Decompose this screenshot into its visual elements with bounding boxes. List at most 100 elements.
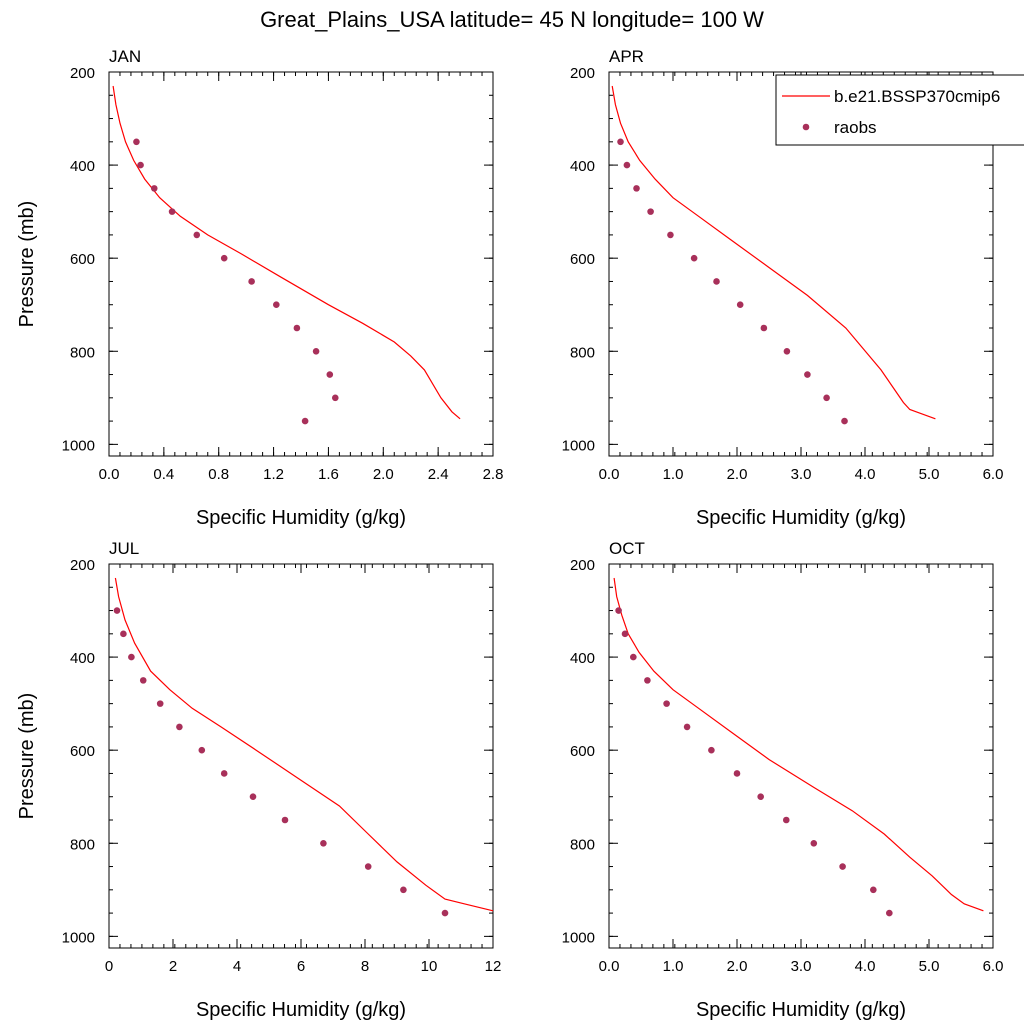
raobs-point (647, 208, 654, 215)
raobs-point (168, 208, 176, 215)
y-tick-label: 400 (70, 158, 95, 175)
raobs-point (633, 185, 640, 192)
x-tick-label: 12 (485, 958, 502, 975)
x-tick-label: 1.0 (663, 466, 684, 483)
x-tick-label: 0.0 (99, 466, 120, 483)
y-tick-label: 400 (570, 158, 595, 175)
raobs-point (364, 863, 372, 870)
raobs-point (804, 371, 811, 378)
x-axis-label: Specific Humidity (g/kg) (696, 507, 906, 529)
raobs-point (220, 254, 228, 262)
x-tick-label: 3.0 (791, 958, 812, 975)
plot-frame (108, 71, 494, 457)
raobs-point (757, 793, 764, 801)
raobs-point (810, 839, 818, 847)
y-tick-label: 1000 (562, 437, 595, 454)
y-axis-label: Pressure (mb) (16, 693, 38, 820)
raobs-point (441, 909, 449, 917)
y-tick-label: 800 (70, 836, 95, 853)
x-axis-label: Specific Humidity (g/kg) (696, 999, 906, 1021)
y-tick-label: 600 (70, 743, 95, 760)
raobs-point (783, 347, 791, 355)
plot-frame (108, 563, 494, 949)
panel-title: OCT (609, 539, 645, 558)
y-tick-label: 800 (570, 836, 595, 853)
raobs-point (400, 886, 407, 894)
model-line (613, 577, 984, 912)
legend-model-label: b.e21.BSSP370cmip6 (834, 87, 1000, 106)
y-tick-label: 600 (570, 743, 595, 760)
raobs-point (782, 816, 790, 824)
raobs-point (623, 161, 631, 169)
raobs-point (198, 746, 206, 754)
x-tick-label: 0 (105, 958, 113, 975)
x-tick-label: 1.2 (263, 466, 284, 483)
x-tick-label: 6.0 (983, 958, 1004, 975)
y-tick-label: 200 (570, 65, 595, 82)
raobs-point (248, 278, 255, 285)
panels: JAN 0.0 0.4 0.8 1.2 1.6 2.0 2.4 2.8 200 400 600 800 1… (16, 47, 1003, 1021)
raobs-point (663, 700, 670, 707)
model-line (112, 85, 461, 420)
x-tick-label: 8 (361, 958, 369, 975)
raobs-point (320, 839, 327, 847)
legend: b.e21.BSSP370cmip6 raobs (775, 74, 1024, 146)
raobs-point (683, 723, 691, 731)
raobs-point (150, 185, 158, 192)
y-tick-label: 800 (570, 344, 595, 361)
raobs-point (708, 746, 715, 754)
raobs-point (156, 700, 164, 707)
y-tick-label: 600 (570, 251, 595, 268)
y-tick-label: 200 (70, 65, 95, 82)
x-axis-label: Specific Humidity (g/kg) (196, 999, 406, 1021)
panel-jan: JAN 0.0 0.4 0.8 1.2 1.6 2.0 2.4 2.8 200 400 600 800 1… (16, 47, 503, 529)
raobs-point (281, 816, 289, 824)
model-line (611, 85, 936, 420)
plot-frame (608, 563, 994, 949)
raobs-point (886, 909, 893, 917)
raobs-point (293, 324, 301, 332)
raobs-point (331, 394, 339, 402)
x-tick-label: 2.8 (483, 466, 504, 483)
raobs-point (249, 793, 257, 801)
x-tick-label: 2 (169, 958, 177, 975)
panel-title: JUL (109, 539, 139, 558)
x-tick-label: 4 (233, 958, 241, 975)
raobs-point (667, 231, 674, 239)
legend-raobs-marker (802, 123, 810, 131)
raobs-point (326, 371, 334, 378)
x-tick-label: 5.0 (919, 958, 940, 975)
raobs-point (312, 347, 320, 355)
x-tick-label: 1.6 (318, 466, 339, 483)
y-tick-label: 200 (570, 557, 595, 574)
x-tick-label: 0.0 (599, 466, 620, 483)
y-tick-label: 600 (70, 251, 95, 268)
raobs-point (736, 301, 744, 309)
x-tick-label: 3.0 (791, 466, 812, 483)
x-tick-label: 10 (421, 958, 438, 975)
raobs-point (841, 417, 848, 425)
y-tick-label: 800 (70, 344, 95, 361)
raobs-point (630, 653, 637, 661)
x-tick-label: 5.0 (919, 466, 940, 483)
raobs-point (176, 723, 183, 731)
raobs-point (128, 653, 135, 661)
raobs-point (220, 770, 228, 777)
x-tick-label: 0.8 (208, 466, 229, 483)
x-tick-label: 4.0 (855, 466, 876, 483)
raobs-point (760, 324, 768, 332)
raobs-point (615, 607, 622, 614)
x-tick-label: 2.0 (373, 466, 394, 483)
legend-raobs-label: raobs (834, 118, 877, 137)
x-tick-label: 6 (297, 958, 305, 975)
panel-title: APR (609, 47, 644, 66)
x-tick-label: 2.0 (727, 958, 748, 975)
y-tick-label: 400 (570, 650, 595, 667)
raobs-point (137, 161, 144, 169)
raobs-point (273, 301, 280, 309)
panel-oct: OCT 0.0 1.0 2.0 3.0 4.0 5.0 6.0 200 400 600 800 1000… (562, 539, 1004, 1021)
x-tick-label: 6.0 (983, 466, 1004, 483)
raobs-point (193, 231, 201, 239)
y-tick-label: 400 (70, 650, 95, 667)
